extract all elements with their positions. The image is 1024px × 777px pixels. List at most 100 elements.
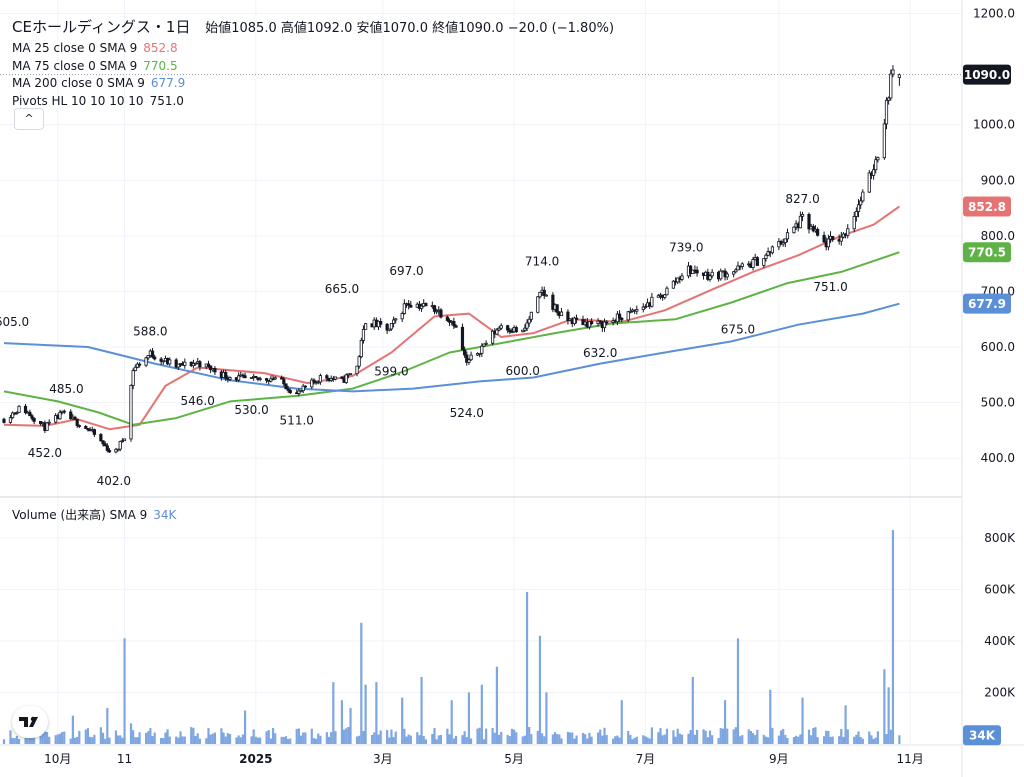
y-tick-label: 500.0 — [981, 396, 1015, 410]
volume-bar — [657, 732, 660, 744]
candle-body — [620, 317, 624, 321]
volume-bar — [898, 735, 901, 744]
volume-bar — [646, 737, 649, 744]
volume-bar — [282, 737, 285, 744]
volume-bar — [485, 728, 488, 744]
volume-bar — [317, 733, 320, 744]
volume-bar — [136, 737, 139, 744]
volume-bar — [237, 735, 240, 744]
volume-bar — [11, 737, 14, 744]
volume-bar — [295, 728, 298, 744]
volume-bar — [732, 729, 735, 744]
indicator-ma75[interactable]: MA 75 close 0 SMA 9 770.5 — [12, 58, 614, 76]
volume-bar — [310, 728, 313, 744]
volume-bar — [149, 728, 152, 744]
volume-bar — [695, 729, 699, 744]
candle-body — [628, 310, 632, 313]
candle-body — [355, 365, 359, 375]
volume-bar — [2, 739, 6, 744]
candle-body — [708, 275, 712, 280]
volume-bar — [616, 735, 619, 744]
candle-body — [497, 327, 501, 331]
price-badge-label: 852.8 — [968, 200, 1006, 214]
candle-body — [889, 73, 893, 99]
volume-bar — [541, 733, 544, 744]
candle-body — [665, 287, 669, 296]
volume-bar — [665, 728, 669, 744]
volume-legend[interactable]: Volume (出来高) SMA 9 34K — [12, 506, 176, 523]
y-tick-label: 900.0 — [981, 173, 1015, 187]
volume-bar — [786, 738, 789, 744]
volume-bar — [508, 736, 511, 744]
candles — [2, 65, 902, 454]
volume-bar — [162, 738, 165, 744]
x-tick-label: 2025 — [239, 752, 272, 766]
volume-bar — [69, 738, 72, 744]
indicator-label: MA 25 close 0 SMA 9 — [12, 41, 138, 55]
candle-body — [751, 259, 755, 268]
volume-bar — [889, 729, 892, 744]
candle-body — [286, 388, 290, 391]
volume-bar — [588, 732, 591, 744]
indicator-ma200[interactable]: MA 200 close 0 SMA 9 677.9 — [12, 75, 614, 93]
indicator-pivots[interactable]: Pivots HL 10 10 10 10 751.0 — [12, 93, 614, 111]
volume-bar — [433, 728, 436, 744]
candle-body — [193, 362, 198, 365]
volume-bar — [431, 733, 434, 744]
volume-bar — [364, 684, 367, 744]
volume-bar — [467, 692, 471, 744]
candle-body — [590, 321, 594, 325]
candle-body — [17, 405, 21, 413]
tradingview-logo-icon[interactable] — [12, 706, 48, 738]
volume-bar — [267, 730, 270, 744]
volume-bar — [274, 733, 277, 744]
candle-body — [2, 418, 6, 423]
volume-bar — [420, 676, 423, 744]
candle-body — [228, 377, 232, 380]
candle-body — [131, 370, 135, 386]
volume-bar — [883, 669, 886, 744]
volume-bar — [327, 736, 331, 744]
volume-bar — [680, 734, 684, 744]
collapse-legend-button[interactable]: ^ — [14, 108, 44, 130]
volume-bar — [340, 700, 344, 744]
candle-body — [75, 418, 79, 426]
candle-body — [297, 390, 301, 394]
volume-bar — [358, 735, 361, 744]
volume-bar — [439, 734, 443, 744]
candle-body — [432, 305, 437, 312]
volume-bar — [859, 736, 862, 744]
candle-body — [206, 363, 211, 367]
volume-bar — [642, 735, 645, 744]
volume-bar — [480, 684, 483, 744]
indicator-ma25[interactable]: MA 25 close 0 SMA 9 852.8 — [12, 40, 614, 58]
y-tick-label: 400.0 — [981, 451, 1015, 465]
y-tick-label: 1200.0 — [973, 7, 1015, 21]
volume-bar — [315, 738, 318, 744]
symbol-title[interactable]: CEホールディングス・1日 — [12, 18, 191, 36]
volume-bar — [478, 727, 481, 744]
candle-body — [755, 257, 759, 266]
volume-bar — [620, 700, 623, 744]
ma-line — [3, 251, 900, 426]
candle-body — [282, 378, 286, 385]
volume-bar — [870, 735, 873, 744]
volume-bar — [672, 730, 675, 744]
candle-body — [387, 328, 391, 331]
volume-bar — [287, 738, 290, 744]
volume-bar — [325, 732, 328, 744]
volume-bars — [2, 530, 901, 744]
volume-bar — [493, 732, 496, 744]
candle-body — [86, 428, 90, 431]
volume-bar — [166, 729, 169, 744]
volume-bar — [241, 734, 245, 744]
candle-body — [695, 269, 699, 274]
candle-body — [852, 216, 856, 230]
volume-bar — [650, 727, 653, 744]
candle-body — [407, 303, 411, 306]
volume-bar — [259, 737, 262, 744]
candle-body — [781, 242, 785, 245]
indicator-value: 751.0 — [149, 93, 184, 108]
